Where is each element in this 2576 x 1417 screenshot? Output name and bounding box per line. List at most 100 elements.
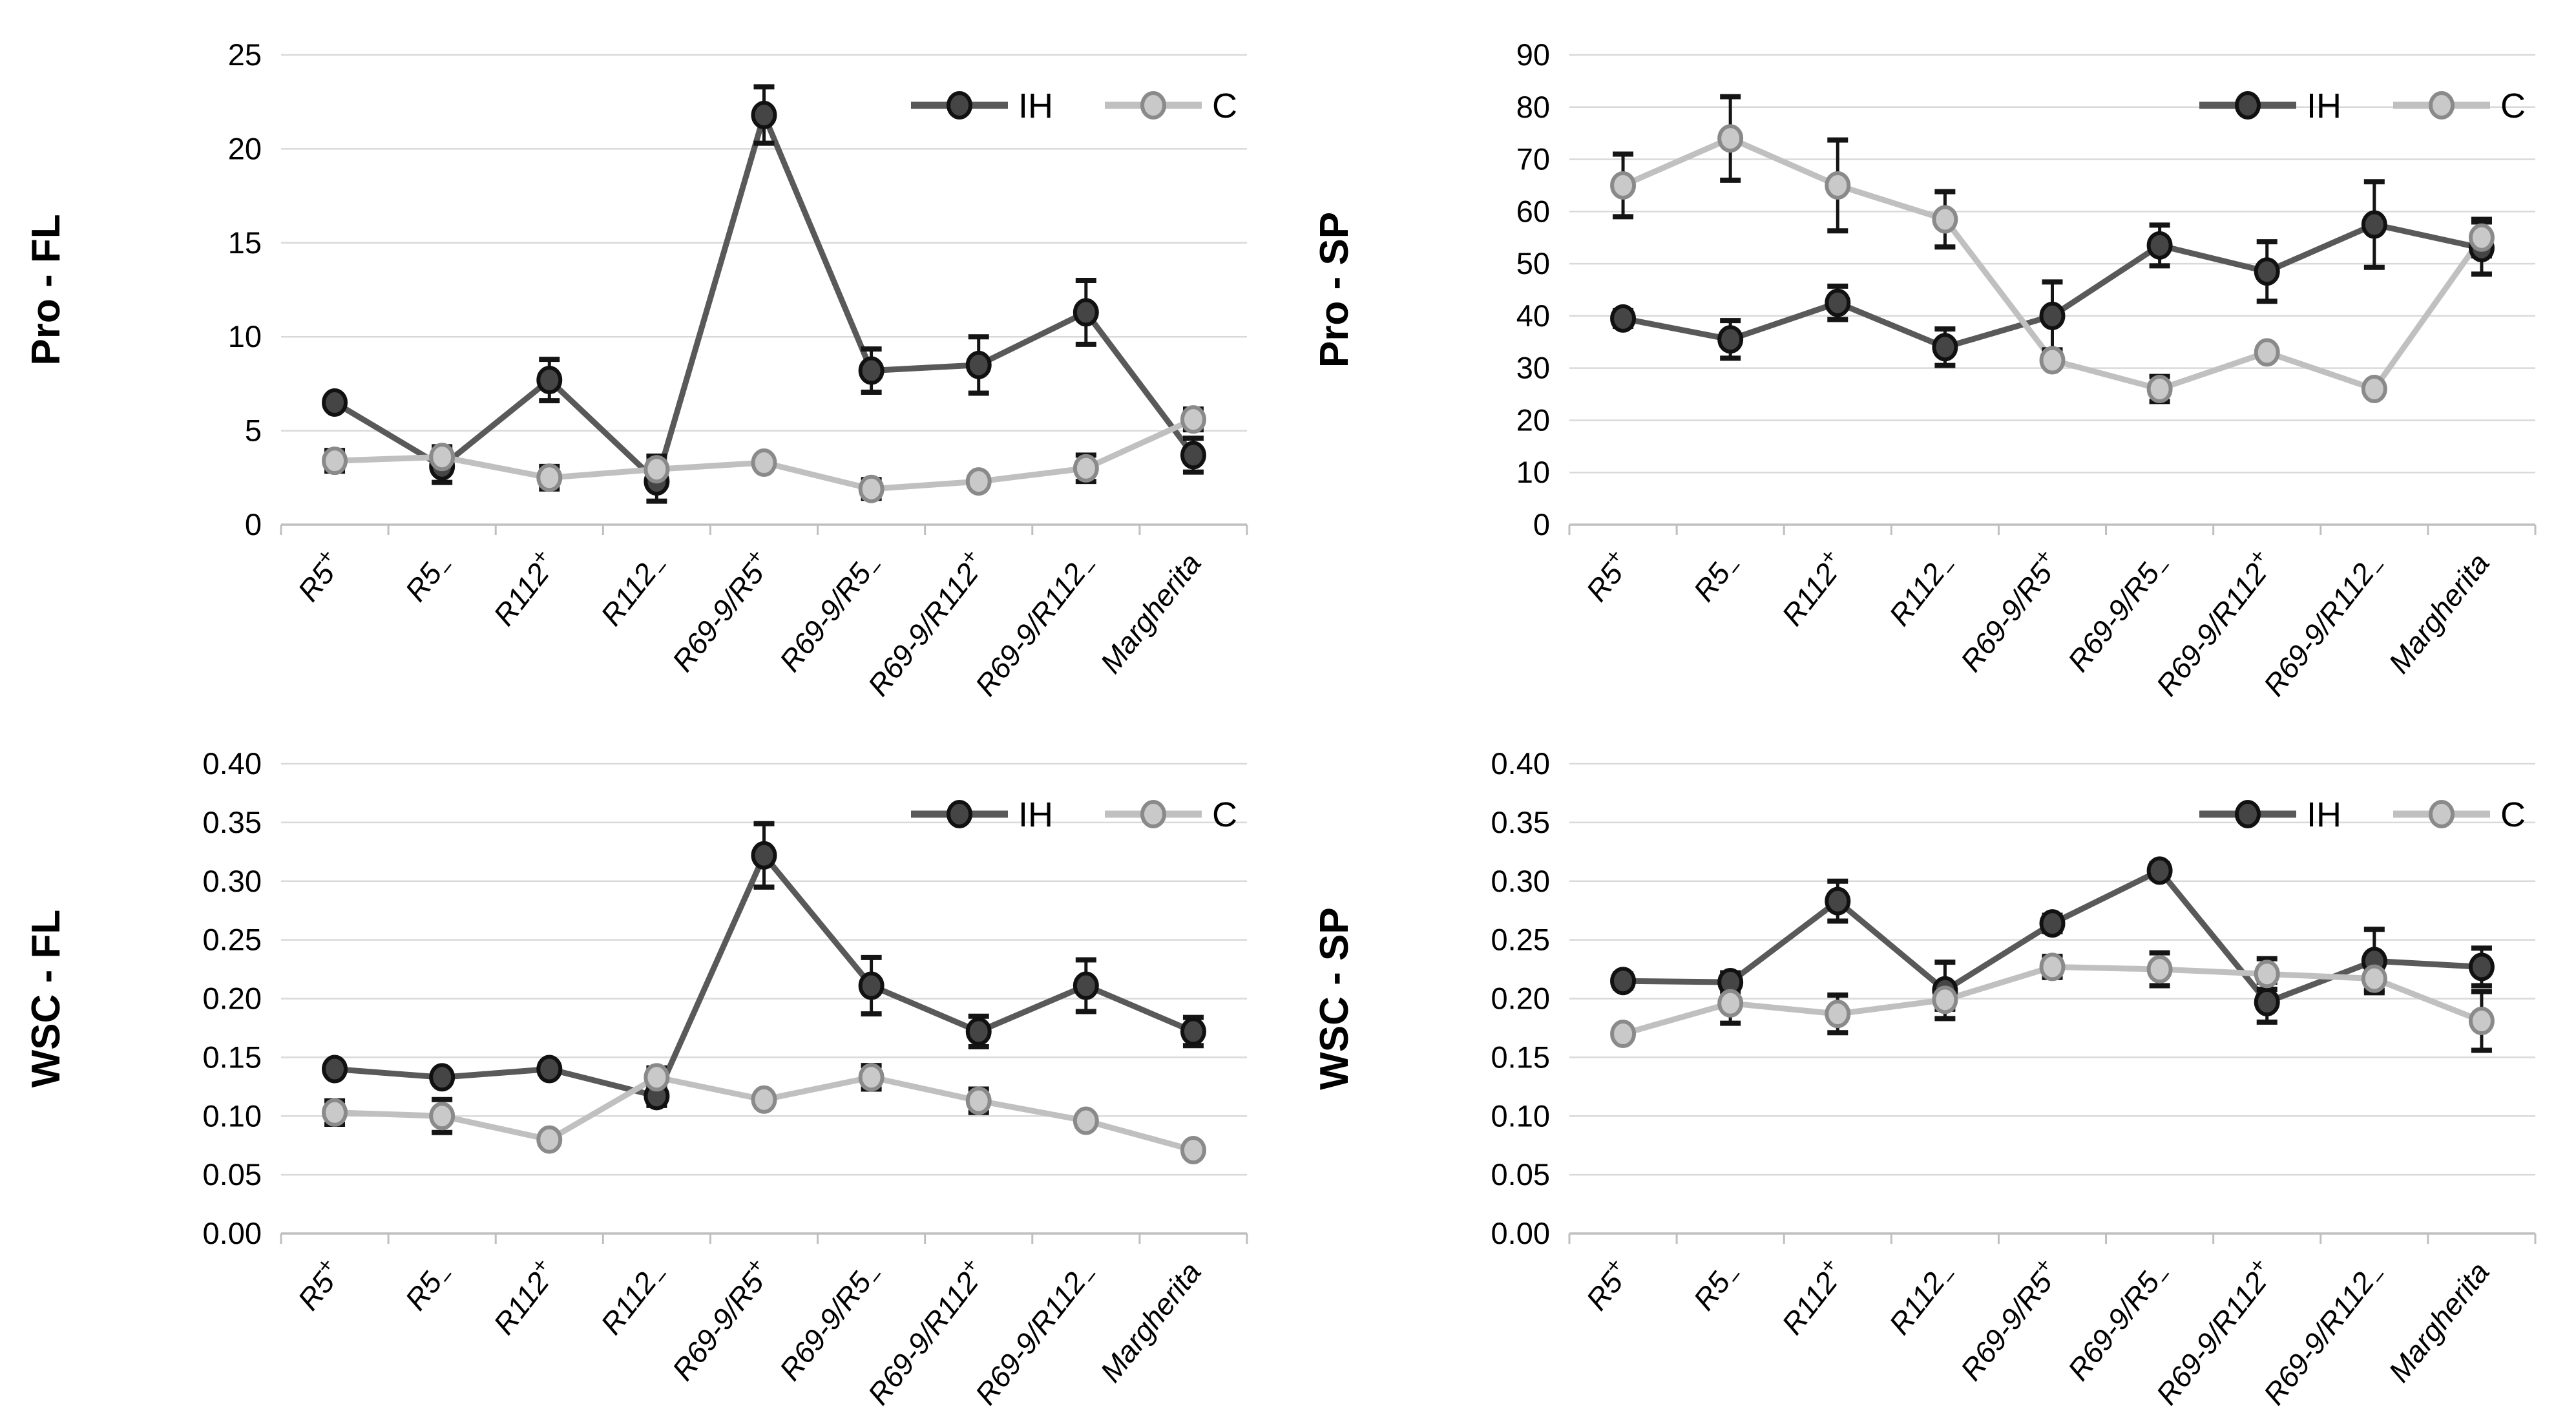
- y-tick-label: 0.40: [203, 746, 262, 781]
- legend: IH C: [911, 795, 1237, 834]
- gridlines: [1569, 762, 2535, 1235]
- x-tick-label: R112−: [1882, 1255, 1964, 1345]
- x-axis-ticks: [1568, 1233, 2537, 1244]
- legend-marker: [2429, 800, 2455, 828]
- data-point-C: [1180, 405, 1206, 434]
- y-tick-label: 0.15: [1491, 1040, 1550, 1074]
- chart-panel-wsc-sp: 0.00 0.05 0.10 0.15 0.20 0.25 0.30 0.35 0.40 R5+ R…: [1288, 709, 2576, 1417]
- data-point-IH: [1825, 887, 1851, 916]
- y-tick-label: 0.30: [203, 864, 262, 898]
- x-tick-label: R5−: [399, 547, 461, 611]
- data-point-C: [644, 1063, 670, 1092]
- y-tick-label: 0.00: [1491, 1216, 1550, 1250]
- y-axis-labels: 0.00 0.05 0.10 0.15 0.20 0.25 0.30 0.35 0.40: [1491, 746, 1550, 1250]
- x-tick-label: R69-9/R5+: [1951, 1253, 2066, 1386]
- data-point-C: [2039, 346, 2066, 375]
- data-point-IH: [2254, 257, 2280, 286]
- y-tick-label: 0.05: [203, 1157, 262, 1191]
- data-point-IH: [1610, 304, 1637, 333]
- y-tick-label: 60: [1516, 194, 1550, 228]
- x-axis-labels: R5+ R5− R112+ R112−R69-9/R5+ R69-9/R5− R69-9/…: [288, 1253, 1208, 1414]
- y-tick-label: 0.20: [1491, 981, 1550, 1016]
- legend-label: C: [2500, 87, 2526, 125]
- x-tick-label: R112−: [594, 547, 676, 636]
- data-point-IH: [1932, 333, 1958, 362]
- axis-title: Pro - FL: [24, 214, 68, 365]
- y-tick-label: 10: [1516, 455, 1550, 489]
- data-point-C: [2039, 952, 2066, 981]
- y-tick-label: 50: [1516, 246, 1550, 280]
- y-axis-labels: 0.00 0.05 0.10 0.15 0.20 0.25 0.30 0.35 0.40: [203, 746, 262, 1250]
- legend-label: IH: [2307, 795, 2341, 834]
- data-point-C: [2468, 1007, 2495, 1036]
- chart-panel-pro-fl: 0 5 10 15 20 25 R5+ R5− R112+ R112− R69-9/R5+ R69-9…: [0, 0, 1288, 708]
- data-point-IH: [1073, 971, 1099, 1000]
- data-point-IH: [751, 101, 777, 130]
- y-tick-label: 0.40: [1491, 746, 1550, 781]
- y-tick-label: 80: [1516, 90, 1550, 124]
- data-point-C: [2146, 374, 2173, 403]
- x-tick-label: R112−: [594, 1255, 676, 1345]
- data-point-C: [1610, 1020, 1637, 1049]
- data-point-C: [536, 1125, 563, 1154]
- series-markers-C: [322, 1063, 1206, 1164]
- y-tick-label: 90: [1516, 37, 1550, 72]
- x-tick-label: R112−: [1882, 547, 1964, 636]
- y-tick-label: 25: [228, 37, 262, 72]
- y-tick-label: 0.25: [1491, 923, 1550, 957]
- data-point-C: [1180, 1135, 1206, 1164]
- data-point-IH: [858, 356, 885, 385]
- legend-marker: [2235, 800, 2261, 828]
- data-point-C: [965, 467, 992, 496]
- data-point-C: [1717, 989, 1744, 1018]
- data-point-IH: [2468, 952, 2495, 981]
- y-tick-label: 0.35: [1491, 805, 1550, 839]
- data-point-C: [858, 1063, 885, 1092]
- x-tick-label: Margherita: [2382, 1255, 2495, 1388]
- data-point-C: [322, 446, 348, 476]
- data-point-C: [429, 1102, 456, 1131]
- x-tick-label: R69-9/R112−: [969, 547, 1105, 706]
- data-point-C: [322, 1098, 348, 1127]
- legend-label: C: [1212, 87, 1237, 125]
- x-tick-label: R69-9/R112−: [2257, 1255, 2394, 1415]
- x-tick-label: R69-9/R5−: [773, 547, 890, 682]
- data-point-C: [1825, 171, 1851, 200]
- data-point-IH: [1825, 288, 1851, 317]
- data-point-IH: [1610, 967, 1637, 996]
- data-point-C: [2361, 964, 2387, 993]
- x-tick-label: R5+: [288, 544, 349, 607]
- gridlines: [281, 54, 1247, 526]
- axis-title: Pro - SP: [1312, 212, 1357, 368]
- x-tick-label: R5+: [1576, 1253, 1637, 1316]
- data-point-C: [2254, 960, 2280, 989]
- y-axis-labels: 0 5 10 15 20 25: [228, 37, 262, 541]
- y-tick-label: 20: [228, 131, 262, 165]
- data-point-C: [751, 1085, 777, 1114]
- legend: IH C: [911, 87, 1237, 125]
- x-tick-label: R69-9/R5+: [1951, 544, 2066, 677]
- data-point-C: [1825, 1000, 1851, 1029]
- y-tick-label: 0.10: [1491, 1098, 1550, 1133]
- data-point-IH: [858, 971, 885, 1000]
- y-axis-labels: 0 10 20 30 40 50 60 70 80 90: [1516, 37, 1550, 541]
- data-point-C: [2361, 374, 2387, 403]
- x-tick-label: R5−: [1687, 547, 1750, 611]
- series-markers-C: [1610, 952, 2495, 1049]
- error-bars-IH: [1613, 179, 2492, 368]
- series-markers-C: [1610, 124, 2495, 403]
- series-markers-IH: [322, 101, 1206, 496]
- data-point-C: [429, 443, 456, 472]
- data-point-IH: [2146, 231, 2173, 260]
- x-axis-ticks: [280, 525, 1248, 535]
- x-tick-label: Margherita: [2382, 547, 2495, 679]
- data-point-C: [1073, 454, 1099, 483]
- series-markers-C: [322, 405, 1206, 503]
- y-tick-label: 0: [245, 507, 262, 541]
- data-point-C: [965, 1086, 992, 1115]
- x-tick-label: Margherita: [1093, 547, 1207, 679]
- legend-marker: [1140, 91, 1166, 120]
- data-point-C: [2468, 223, 2495, 252]
